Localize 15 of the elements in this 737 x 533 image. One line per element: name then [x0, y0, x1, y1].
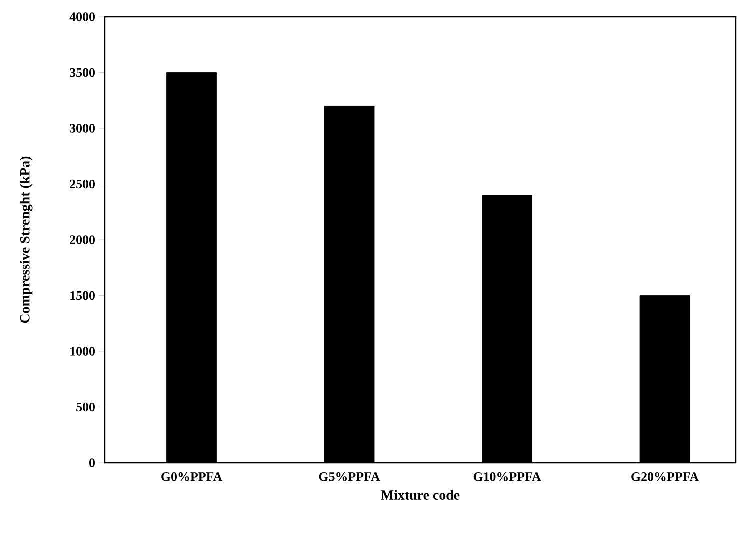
y-tick-label: 4000: [70, 12, 95, 22]
x-tick-label: G5%PPFA: [319, 472, 380, 482]
x-tick-label: G0%PPFA: [162, 472, 222, 482]
y-tick-label: 2000: [70, 236, 95, 244]
y-tick-label: 500: [76, 402, 95, 412]
y-tick-label: 3000: [70, 124, 95, 133]
y-tick-label: 1500: [70, 291, 95, 300]
y-tick-label: 2500: [70, 180, 95, 189]
x-tick-label: G10%PPFA: [474, 472, 542, 482]
y-tick-label: 3500: [70, 68, 95, 78]
y-axis-title: Compressive Strenght (kPa): [20, 156, 33, 324]
y-tick-label: 0: [90, 458, 95, 468]
x-axis-title: Mixture code: [381, 490, 460, 500]
x-tick-label: G20%PPFA: [632, 472, 699, 482]
y-tick-label: 1000: [70, 347, 95, 356]
